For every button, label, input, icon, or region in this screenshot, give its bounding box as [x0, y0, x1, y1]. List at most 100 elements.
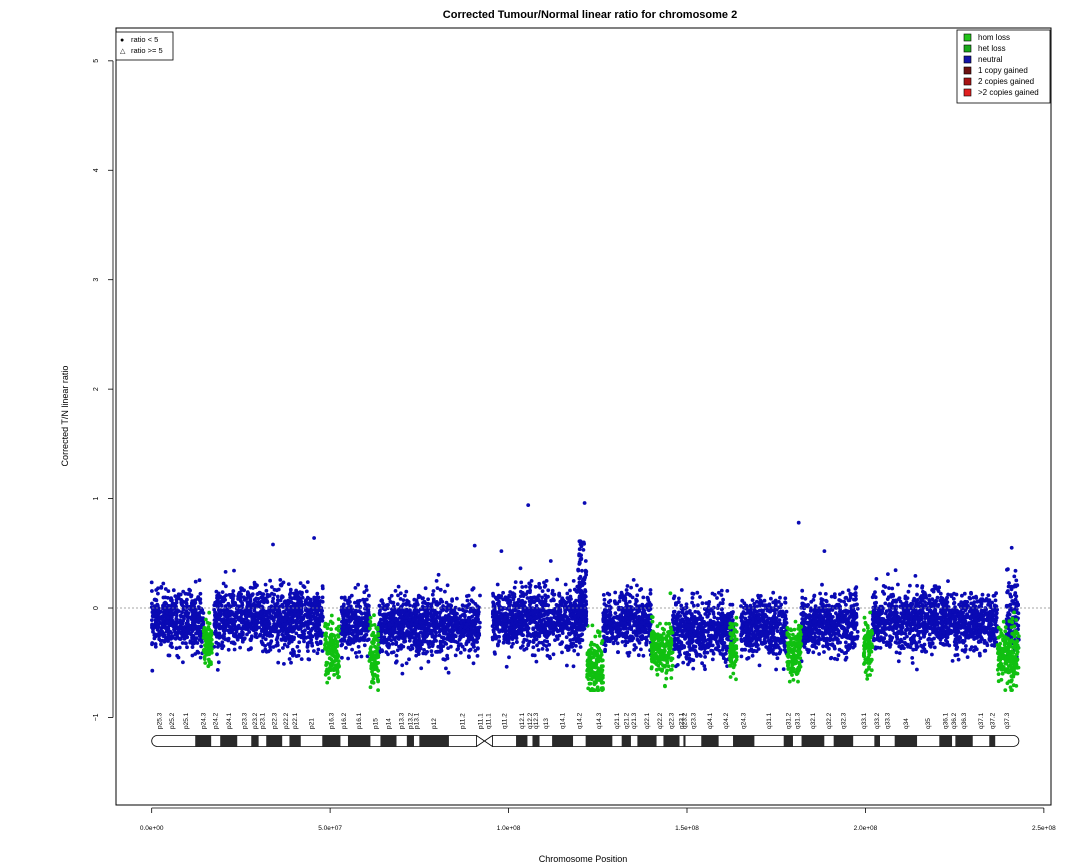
neutral-point	[514, 602, 518, 607]
neutral-point	[198, 625, 203, 630]
neutral-point	[544, 644, 549, 648]
neutral-point	[360, 621, 365, 625]
neutral-point	[679, 641, 684, 646]
cytoband	[939, 735, 953, 747]
neutral-point	[616, 650, 620, 655]
cytoband-label: q23.2	[681, 712, 688, 729]
cytoband-label: q24.3	[741, 712, 748, 729]
neutral-point	[231, 623, 236, 628]
cytoband-label: p13.2	[407, 712, 414, 729]
neutral-point	[431, 589, 436, 593]
neutral-point	[709, 643, 714, 648]
neutral-point	[513, 580, 518, 584]
neutral-point	[163, 638, 168, 642]
neutral-point	[397, 607, 401, 612]
neutral-point	[680, 632, 685, 637]
cytoband-label: p23.3	[241, 712, 248, 729]
cytoband	[718, 735, 734, 747]
neutral-point	[461, 619, 466, 623]
neutral-point	[301, 584, 306, 588]
neutral-point	[168, 629, 173, 634]
neutral-point	[173, 594, 178, 598]
neutral-point	[540, 589, 545, 593]
neutral-point	[294, 631, 299, 636]
cytoband-label: q37.2	[989, 712, 996, 729]
cytoband	[552, 735, 574, 747]
neutral-point	[305, 645, 310, 649]
neutral-point	[182, 636, 187, 641]
neutral-point	[501, 628, 505, 633]
neutral-point	[353, 620, 358, 624]
cytoband	[824, 735, 834, 747]
neutral-point	[266, 642, 271, 646]
neutral-point	[687, 623, 691, 628]
neutral-point	[262, 620, 267, 625]
neutral-point	[602, 602, 607, 606]
neutral-point	[424, 631, 429, 636]
neutral-point	[615, 601, 620, 606]
neutral-point	[359, 654, 364, 659]
neutral-point	[354, 604, 359, 609]
neutral-point	[438, 639, 443, 644]
cytoband	[167, 735, 177, 747]
neutral-point	[568, 638, 573, 643]
neutral-point	[154, 598, 158, 602]
neutral-point	[177, 636, 182, 641]
neutral-point	[260, 595, 265, 599]
neutral-point	[631, 578, 636, 582]
neutral-point	[614, 629, 619, 634]
neutral-point	[473, 622, 477, 627]
neutral-point	[401, 602, 406, 606]
neutral-point	[430, 642, 434, 646]
neutral-point	[301, 616, 306, 621]
neutral-point	[243, 627, 248, 631]
neutral-point	[380, 628, 385, 633]
neutral-point	[292, 604, 297, 608]
neutral-point	[255, 592, 260, 596]
q-arm-outline	[492, 735, 1020, 747]
neutral-point	[723, 624, 727, 629]
neutral-point	[605, 631, 610, 636]
neutral-point	[321, 615, 325, 619]
cytoband-label: q22.2	[657, 712, 664, 729]
neutral-point	[635, 599, 639, 603]
neutral-point	[407, 617, 412, 622]
neutral-point	[356, 615, 361, 620]
neutral-point	[497, 602, 501, 607]
neutral-point	[220, 640, 225, 645]
neutral-point	[557, 633, 562, 638]
neutral-point	[463, 625, 468, 630]
neutral-point	[602, 634, 606, 639]
neutral-point	[254, 612, 259, 617]
neutral-point	[246, 593, 251, 598]
neutral-point	[410, 646, 415, 651]
neutral-point	[545, 647, 550, 652]
neutral-point	[277, 629, 282, 634]
cytoband	[176, 735, 196, 747]
neutral-point	[532, 638, 536, 642]
neutral-point	[422, 639, 427, 644]
neutral-point	[176, 596, 181, 601]
neutral-point	[431, 599, 436, 604]
neutral-point	[624, 588, 629, 592]
neutral-point	[297, 616, 302, 620]
neutral-point	[279, 595, 284, 600]
neutral-point	[220, 590, 225, 594]
neutral-point	[346, 638, 351, 643]
neutral-point	[623, 623, 628, 628]
cytoband	[492, 735, 517, 747]
neutral-point	[310, 634, 315, 639]
neutral-point	[626, 653, 631, 658]
neutral-point	[362, 643, 367, 648]
cytoband-label: q12.1	[519, 712, 526, 729]
neutral-point	[359, 629, 364, 634]
cytoband	[637, 735, 657, 747]
neutral-point	[496, 642, 500, 647]
neutral-point	[169, 596, 174, 601]
neutral-point	[412, 597, 417, 602]
neutral-point	[495, 582, 500, 587]
neutral-point	[608, 611, 612, 616]
neutral-point	[223, 628, 228, 633]
neutral-point	[637, 631, 642, 635]
neutral-point	[642, 636, 647, 641]
